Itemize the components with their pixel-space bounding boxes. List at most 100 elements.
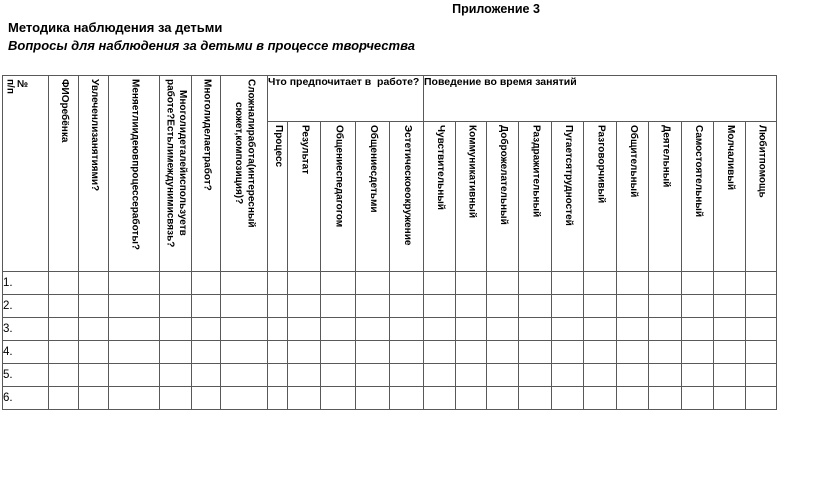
table-cell[interactable] <box>389 317 424 341</box>
table-cell[interactable] <box>616 386 649 410</box>
table-cell[interactable] <box>48 271 79 295</box>
table-cell[interactable] <box>48 340 79 364</box>
table-cell[interactable] <box>648 317 682 341</box>
table-cell[interactable] <box>220 294 268 318</box>
table-cell[interactable] <box>108 340 160 364</box>
table-cell[interactable] <box>78 294 109 318</box>
table-cell[interactable] <box>551 386 584 410</box>
table-cell[interactable] <box>320 340 356 364</box>
table-cell[interactable] <box>455 340 487 364</box>
table-cell[interactable] <box>191 386 221 410</box>
table-cell[interactable] <box>713 340 746 364</box>
table-cell[interactable] <box>320 271 356 295</box>
table-cell[interactable] <box>267 363 288 387</box>
table-cell[interactable] <box>389 363 424 387</box>
table-cell[interactable] <box>220 271 268 295</box>
table-cell[interactable] <box>455 317 487 341</box>
table-cell[interactable] <box>648 363 682 387</box>
table-cell[interactable] <box>681 317 714 341</box>
table-cell[interactable] <box>287 340 321 364</box>
table-cell[interactable] <box>191 271 221 295</box>
table-cell[interactable] <box>551 340 584 364</box>
table-cell[interactable] <box>486 294 519 318</box>
table-cell[interactable] <box>389 386 424 410</box>
table-cell[interactable] <box>423 271 456 295</box>
table-cell[interactable] <box>455 363 487 387</box>
table-cell[interactable] <box>681 363 714 387</box>
table-cell[interactable] <box>48 317 79 341</box>
table-cell[interactable] <box>713 386 746 410</box>
table-cell[interactable] <box>648 294 682 318</box>
table-cell[interactable] <box>108 294 160 318</box>
table-cell[interactable] <box>616 271 649 295</box>
table-cell[interactable] <box>551 363 584 387</box>
table-cell[interactable] <box>220 340 268 364</box>
table-cell[interactable] <box>583 386 617 410</box>
table-cell[interactable] <box>423 363 456 387</box>
table-cell[interactable] <box>713 294 746 318</box>
table-cell[interactable] <box>616 317 649 341</box>
table-cell[interactable] <box>108 386 160 410</box>
table-cell[interactable] <box>745 294 777 318</box>
table-cell[interactable] <box>486 386 519 410</box>
table-cell[interactable] <box>267 386 288 410</box>
table-cell[interactable] <box>518 340 552 364</box>
table-cell[interactable] <box>389 294 424 318</box>
table-cell[interactable] <box>486 340 519 364</box>
table-cell[interactable] <box>423 386 456 410</box>
table-cell[interactable] <box>108 317 160 341</box>
table-cell[interactable] <box>159 271 192 295</box>
table-cell[interactable] <box>583 363 617 387</box>
table-cell[interactable] <box>355 386 390 410</box>
table-cell[interactable] <box>713 271 746 295</box>
table-cell[interactable] <box>583 317 617 341</box>
table-cell[interactable] <box>583 271 617 295</box>
table-cell[interactable] <box>220 363 268 387</box>
table-cell[interactable] <box>616 294 649 318</box>
table-cell[interactable] <box>486 271 519 295</box>
table-cell[interactable] <box>745 363 777 387</box>
table-cell[interactable] <box>648 340 682 364</box>
table-cell[interactable] <box>287 363 321 387</box>
table-cell[interactable] <box>287 294 321 318</box>
table-cell[interactable] <box>648 271 682 295</box>
table-cell[interactable] <box>191 363 221 387</box>
table-cell[interactable] <box>320 317 356 341</box>
table-cell[interactable] <box>355 317 390 341</box>
table-cell[interactable] <box>320 363 356 387</box>
table-cell[interactable] <box>78 363 109 387</box>
table-cell[interactable] <box>320 294 356 318</box>
table-cell[interactable] <box>423 294 456 318</box>
table-cell[interactable] <box>355 363 390 387</box>
table-cell[interactable] <box>108 363 160 387</box>
table-cell[interactable] <box>389 271 424 295</box>
table-cell[interactable] <box>455 271 487 295</box>
table-cell[interactable] <box>159 317 192 341</box>
table-cell[interactable] <box>355 294 390 318</box>
table-cell[interactable] <box>745 340 777 364</box>
table-cell[interactable] <box>159 386 192 410</box>
table-cell[interactable] <box>355 340 390 364</box>
table-cell[interactable] <box>745 386 777 410</box>
table-cell[interactable] <box>423 340 456 364</box>
table-cell[interactable] <box>745 271 777 295</box>
table-cell[interactable] <box>518 386 552 410</box>
table-cell[interactable] <box>267 317 288 341</box>
table-cell[interactable] <box>616 340 649 364</box>
table-cell[interactable] <box>220 386 268 410</box>
table-cell[interactable] <box>713 317 746 341</box>
table-cell[interactable] <box>78 386 109 410</box>
table-cell[interactable] <box>48 363 79 387</box>
table-cell[interactable] <box>681 294 714 318</box>
table-cell[interactable] <box>191 340 221 364</box>
table-cell[interactable] <box>267 340 288 364</box>
table-cell[interactable] <box>159 294 192 318</box>
table-cell[interactable] <box>616 363 649 387</box>
table-cell[interactable] <box>220 317 268 341</box>
table-cell[interactable] <box>518 363 552 387</box>
table-cell[interactable] <box>159 340 192 364</box>
table-cell[interactable] <box>455 294 487 318</box>
table-cell[interactable] <box>48 386 79 410</box>
table-cell[interactable] <box>713 363 746 387</box>
table-cell[interactable] <box>745 317 777 341</box>
